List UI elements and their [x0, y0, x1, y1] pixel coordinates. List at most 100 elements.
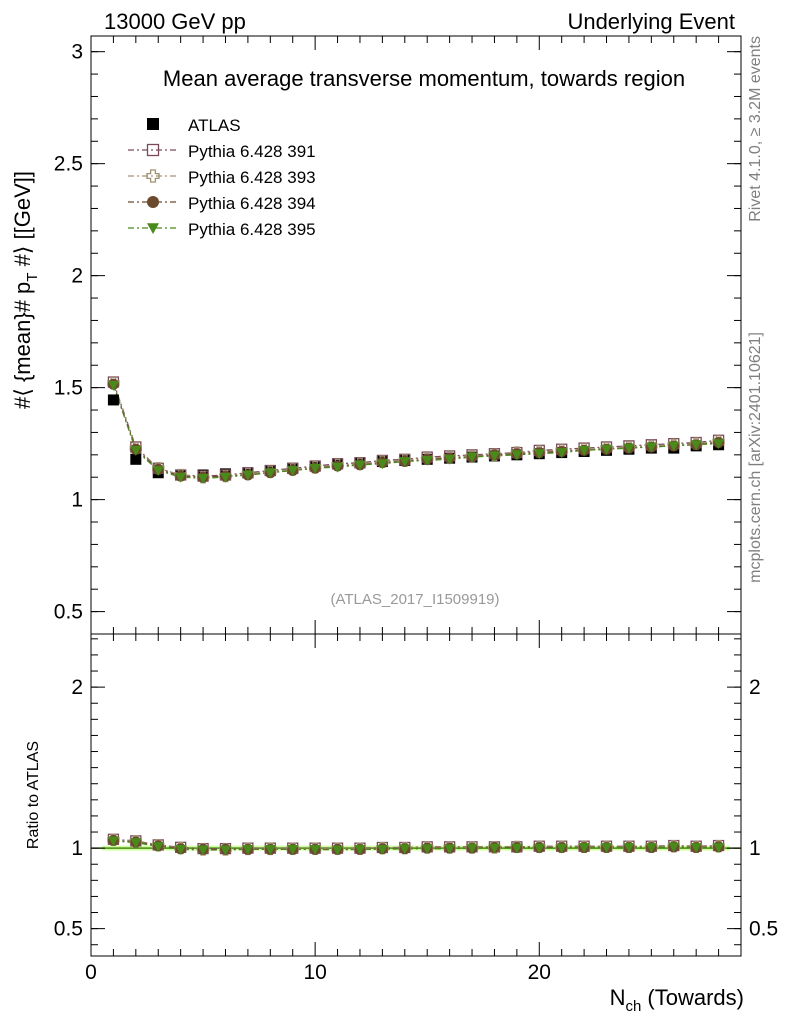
ratio-point — [175, 845, 187, 855]
ratio-point — [130, 838, 142, 849]
main-point — [533, 449, 545, 460]
ratio-point — [533, 843, 545, 854]
legend-label: Pythia 6.428 393 — [188, 168, 316, 187]
legend-label: Pythia 6.428 395 — [188, 220, 316, 239]
ratio-panel: 0.5 0.51 12 20 10 20 — [54, 633, 778, 984]
legend-marker — [146, 169, 160, 183]
main-point — [354, 460, 366, 471]
mcplots-label: mcplots.cern.ch [arXiv:2401.10621] — [747, 332, 764, 583]
ratio-point — [287, 845, 299, 855]
main-point — [511, 450, 523, 461]
ratio-series-line — [113, 838, 719, 850]
main-point — [219, 472, 231, 483]
main-ylabel: #⟨ {mean}# pT #⟩ [[GeV]] — [10, 171, 41, 409]
ratio-point — [399, 844, 411, 855]
main-panel: 0.5 1 1.5 2 2.5 3 Mean average transverse mom… — [54, 35, 742, 635]
main-series-line — [112, 384, 719, 478]
ratio-point — [332, 845, 344, 856]
main-ytick-label: 1 — [71, 489, 83, 512]
ratio-frame — [90, 633, 742, 957]
legend-label: Pythia 6.428 394 — [188, 194, 316, 213]
main-ytick-label: 2.5 — [54, 153, 83, 176]
ratio-ytick-label: 1 — [71, 837, 83, 860]
ylabel-part-a: #⟨ {mean}# p — [10, 282, 35, 409]
ratio-point — [488, 843, 500, 854]
ratio-ytick-label: 0.5 — [54, 918, 83, 941]
legend-marker — [147, 223, 159, 234]
ratio-point — [511, 843, 523, 854]
main-ytick-label: 1.5 — [54, 377, 83, 400]
main-point — [309, 463, 321, 474]
main-point — [668, 441, 680, 452]
x-axis-label: Nch (Towards) — [610, 985, 744, 1015]
ratio-point — [421, 844, 433, 855]
main-point — [601, 444, 613, 455]
main-point — [645, 442, 657, 453]
main-point — [399, 457, 411, 468]
ratio-series — [107, 833, 725, 856]
watermark: (ATLAS_2017_I1509919) — [330, 591, 499, 608]
ratio-point — [152, 842, 164, 853]
legend-label: Pythia 6.428 391 — [188, 142, 316, 161]
main-series-line — [112, 381, 719, 477]
main-axis-ticks: 0.5 1 1.5 2 2.5 3 — [54, 36, 742, 635]
main-point — [466, 452, 478, 463]
ratio-point — [466, 843, 478, 854]
ratio-xtick-label: 0 — [85, 961, 97, 984]
main-point — [556, 448, 568, 459]
legend: ATLAS Pythia 6.428 391 Pythia 6.428 393 Pyt… — [128, 116, 316, 239]
ratio-point — [376, 845, 388, 855]
main-point — [421, 456, 433, 466]
main-point — [107, 394, 119, 406]
main-point — [623, 443, 635, 454]
ylabel-sub: T — [24, 273, 41, 282]
main-point — [107, 380, 119, 391]
ratio-point — [197, 845, 209, 856]
main-series — [107, 376, 725, 484]
legend-label: ATLAS — [188, 116, 241, 135]
ratio-series-line — [113, 840, 719, 851]
ratio-point — [444, 844, 456, 855]
ratio-point — [264, 845, 276, 855]
main-point — [130, 453, 142, 465]
main-point — [197, 473, 209, 484]
xlabel-sub: ch — [625, 998, 641, 1015]
ratio-point — [219, 845, 231, 856]
legend-marker — [146, 143, 160, 157]
ratio-point — [690, 843, 702, 853]
xlabel-main: N — [610, 985, 626, 1010]
ratio-point — [645, 843, 657, 853]
ratio-point — [309, 845, 321, 855]
ratio-axis-ticks: 0.5 0.51 12 20 10 20 — [54, 634, 778, 984]
ratio-ytick-label: 2 — [71, 676, 83, 699]
ratio-ylabel: Ratio to ATLAS — [25, 741, 42, 849]
main-point — [332, 462, 344, 473]
ratio-xtick-label: 10 — [303, 961, 326, 984]
ratio-ytick-label-right: 0.5 — [749, 918, 778, 941]
ylabel-part-b: #⟩ [[GeV]] — [10, 171, 35, 273]
legend-marker — [147, 118, 159, 130]
main-ytick-label: 2 — [71, 265, 83, 288]
ratio-ytick-label-right: 2 — [749, 676, 761, 699]
main-series-line — [112, 385, 719, 479]
header-right: Underlying Event — [567, 9, 735, 34]
main-point — [488, 451, 500, 462]
main-point — [264, 468, 276, 479]
main-series-line — [112, 382, 719, 478]
ratio-xtick-label: 20 — [528, 961, 551, 984]
main-point — [376, 459, 388, 470]
main-point — [713, 439, 725, 450]
rivet-label: Rivet 4.1.0, ≥ 3.2M events — [747, 36, 764, 222]
ratio-point — [601, 843, 613, 853]
header-left: 13000 GeV pp — [104, 9, 246, 34]
main-ytick-label: 0.5 — [54, 601, 83, 624]
main-point — [444, 454, 456, 465]
ratio-ytick-label-right: 1 — [749, 837, 761, 860]
main-title: Mean average transverse momentum, toward… — [163, 66, 685, 91]
main-point — [690, 440, 702, 451]
main-point — [175, 472, 187, 483]
legend-marker — [147, 196, 159, 208]
main-point — [287, 466, 299, 477]
main-point — [242, 470, 254, 481]
